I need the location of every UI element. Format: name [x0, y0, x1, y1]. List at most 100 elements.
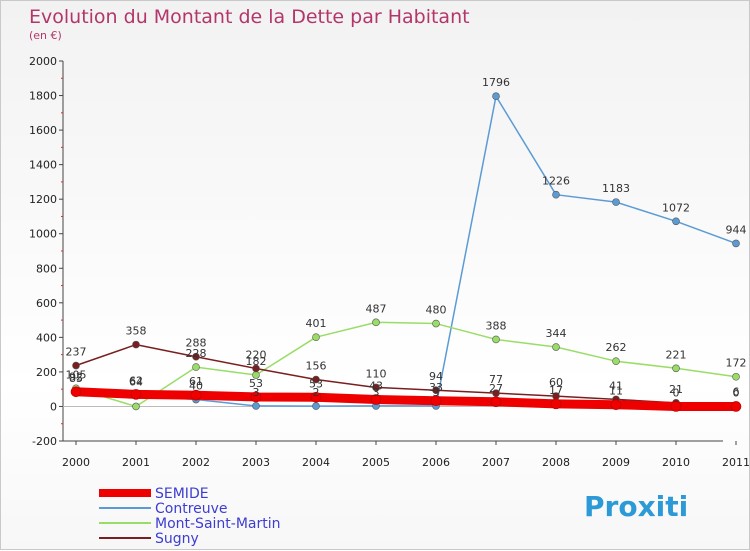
data-label: 182 — [246, 355, 267, 368]
x-tick-label: 2010 — [662, 456, 690, 469]
data-label: 62 — [129, 374, 143, 387]
series-line-semide — [71, 387, 741, 411]
data-point-semide — [130, 389, 142, 400]
data-point-sugny — [312, 375, 320, 384]
y-tick-label: 1600 — [29, 124, 57, 137]
data-point-sugny — [132, 340, 140, 349]
data-label: 33 — [429, 381, 443, 394]
data-label: 401 — [306, 317, 327, 330]
data-point-mont-saint-martin — [492, 335, 500, 344]
y-tick-label: 400 — [36, 331, 57, 344]
x-tick-label: 2011 — [722, 456, 750, 469]
data-label: 237 — [66, 346, 87, 359]
data-point-mont-saint-martin — [732, 372, 740, 381]
data-point-semide — [250, 391, 262, 403]
data-label: 85 — [69, 372, 83, 385]
data-point-mont-saint-martin — [672, 364, 680, 373]
data-label: 1072 — [662, 201, 690, 214]
y-tick-label: 800 — [36, 262, 57, 275]
legend-label: Contreuve — [155, 501, 228, 517]
data-point-mont-saint-martin — [312, 333, 320, 341]
data-label: 43 — [369, 380, 383, 393]
data-point-mont-saint-martin — [432, 319, 440, 328]
data-label: 64 — [129, 375, 143, 388]
series-line-sugny — [75, 343, 737, 407]
data-label: 27 — [489, 382, 503, 395]
chart-title: Evolution du Montant de la Dette par Hab… — [29, 6, 470, 28]
legend-label: Mont-Saint-Martin — [155, 516, 281, 532]
data-label: 1796 — [482, 76, 510, 89]
data-label: 3 — [253, 386, 260, 399]
x-tick-label: 2000 — [62, 456, 90, 469]
data-label: 94 — [429, 370, 443, 383]
data-point-mont-saint-martin — [552, 343, 560, 351]
data-label: 11 — [609, 385, 623, 398]
data-label: 220 — [246, 348, 267, 361]
y-tick-label: 0 — [50, 400, 57, 413]
data-point-contreuve — [732, 239, 740, 248]
data-point-contreuve — [492, 92, 500, 101]
data-point-sugny — [372, 383, 380, 392]
data-point-contreuve — [672, 217, 680, 226]
data-label: 487 — [366, 302, 387, 315]
data-label: 3 — [433, 386, 440, 399]
data-point-semide — [190, 389, 202, 401]
data-label: 344 — [546, 327, 567, 340]
data-label: 156 — [306, 360, 327, 373]
data-point-sugny — [252, 364, 260, 373]
data-label: 228 — [186, 347, 207, 360]
x-tick-label: 2002 — [182, 456, 210, 469]
legend-label: SEMIDE — [155, 486, 209, 502]
data-label: 60 — [549, 376, 563, 389]
x-tick-label: 2001 — [122, 456, 150, 469]
chart-subtitle: (en €) — [29, 29, 62, 42]
data-point-semide — [430, 395, 442, 407]
x-tick-label: 2003 — [242, 456, 270, 469]
y-tick-label: 1400 — [29, 159, 57, 172]
y-tick-label: -200 — [32, 435, 57, 448]
data-label: 1183 — [602, 182, 630, 195]
data-label: 61 — [189, 375, 203, 388]
x-tick-label: 2008 — [542, 456, 570, 469]
series-lines — [70, 92, 742, 412]
data-point-contreuve — [552, 190, 560, 199]
data-label: 21 — [669, 383, 683, 396]
data-label: 172 — [726, 357, 747, 370]
data-label: 92 — [69, 371, 83, 384]
data-label: 53 — [309, 377, 323, 390]
data-point-mont-saint-martin — [612, 357, 620, 366]
data-point-contreuve — [612, 198, 620, 206]
y-tick-label: 1000 — [29, 228, 57, 241]
data-point-mont-saint-martin — [372, 318, 380, 327]
data-point-sugny — [192, 352, 200, 361]
data-label: 358 — [126, 325, 147, 338]
data-label: 77 — [489, 373, 503, 386]
data-point-semide — [370, 394, 382, 405]
axes: -200020040060080010001200140016001800200… — [29, 55, 750, 469]
data-point-mont-saint-martin — [132, 402, 140, 411]
y-tick-label: 1800 — [29, 90, 57, 103]
data-point-semide — [610, 399, 622, 411]
data-label: 0 — [673, 386, 680, 399]
data-point-semide — [490, 396, 502, 408]
data-label: 480 — [426, 304, 447, 317]
data-point-sugny — [72, 361, 80, 370]
data-label: 110 — [366, 367, 387, 380]
data-point-semide — [550, 398, 562, 410]
y-tick-label: 2000 — [29, 55, 57, 68]
data-point-semide — [310, 391, 322, 403]
data-point-sugny — [432, 386, 440, 395]
data-point-mont-saint-martin — [192, 363, 200, 371]
data-label: 388 — [486, 319, 507, 332]
data-label: 6 — [733, 385, 740, 398]
x-tick-label: 2006 — [422, 456, 450, 469]
data-label: 41 — [609, 379, 623, 392]
series-line-contreuve — [75, 95, 737, 407]
data-point-semide — [70, 386, 82, 398]
data-label: 2 — [313, 386, 320, 399]
legend-label: Sugny — [155, 531, 199, 547]
